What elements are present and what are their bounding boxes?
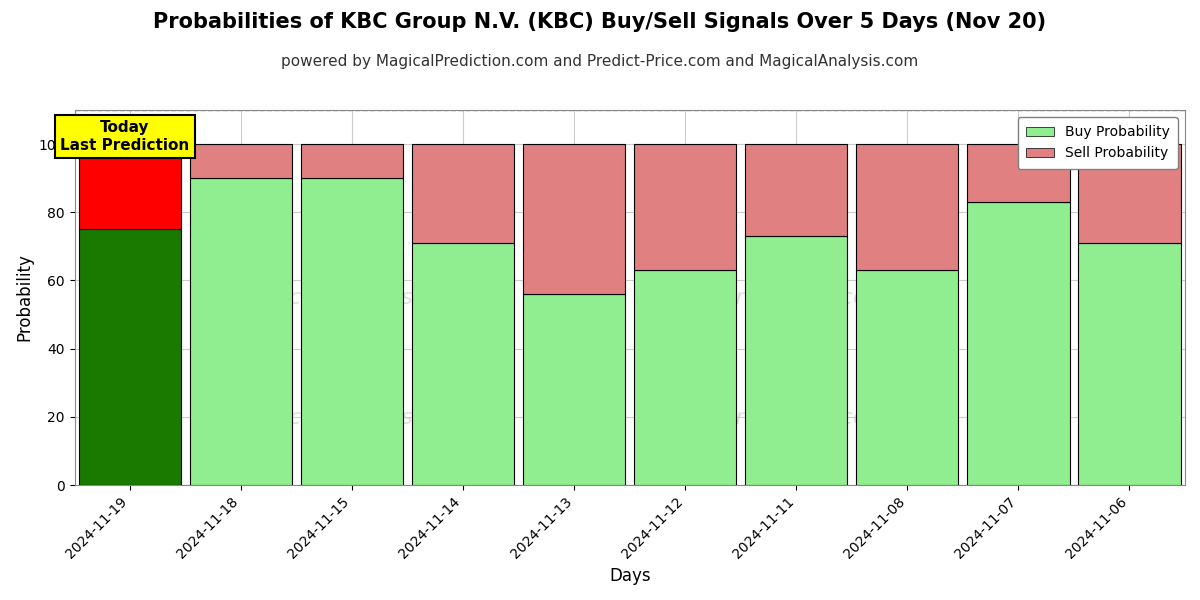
Bar	[635, 270, 737, 485]
Bar	[301, 178, 403, 485]
Text: MagicalPrediction.com: MagicalPrediction.com	[637, 407, 889, 428]
Text: MagicalAnalysis.com: MagicalAnalysis.com	[236, 407, 468, 428]
Bar	[523, 144, 625, 294]
X-axis label: Days: Days	[610, 567, 650, 585]
Bar	[523, 294, 625, 485]
Bar	[967, 202, 1069, 485]
Bar	[967, 144, 1069, 202]
Bar	[190, 178, 293, 485]
Bar	[412, 243, 515, 485]
Text: powered by MagicalPrediction.com and Predict-Price.com and MagicalAnalysis.com: powered by MagicalPrediction.com and Pre…	[281, 54, 919, 69]
Bar	[745, 144, 847, 236]
Bar	[79, 229, 181, 485]
Bar	[857, 270, 959, 485]
Text: MagicalAnalysis.com: MagicalAnalysis.com	[236, 287, 468, 308]
Bar	[79, 144, 181, 229]
Bar	[301, 144, 403, 178]
Y-axis label: Probability: Probability	[16, 254, 34, 341]
Text: Probabilities of KBC Group N.V. (KBC) Buy/Sell Signals Over 5 Days (Nov 20): Probabilities of KBC Group N.V. (KBC) Bu…	[154, 12, 1046, 32]
Legend: Buy Probability, Sell Probability: Buy Probability, Sell Probability	[1018, 117, 1178, 169]
Bar	[1079, 243, 1181, 485]
Bar	[635, 144, 737, 270]
Text: MagicalPrediction.com: MagicalPrediction.com	[637, 287, 889, 308]
Text: Today
Last Prediction: Today Last Prediction	[60, 120, 190, 152]
Bar	[745, 236, 847, 485]
Bar	[412, 144, 515, 243]
Bar	[190, 144, 293, 178]
Bar	[857, 144, 959, 270]
Bar	[1079, 144, 1181, 243]
